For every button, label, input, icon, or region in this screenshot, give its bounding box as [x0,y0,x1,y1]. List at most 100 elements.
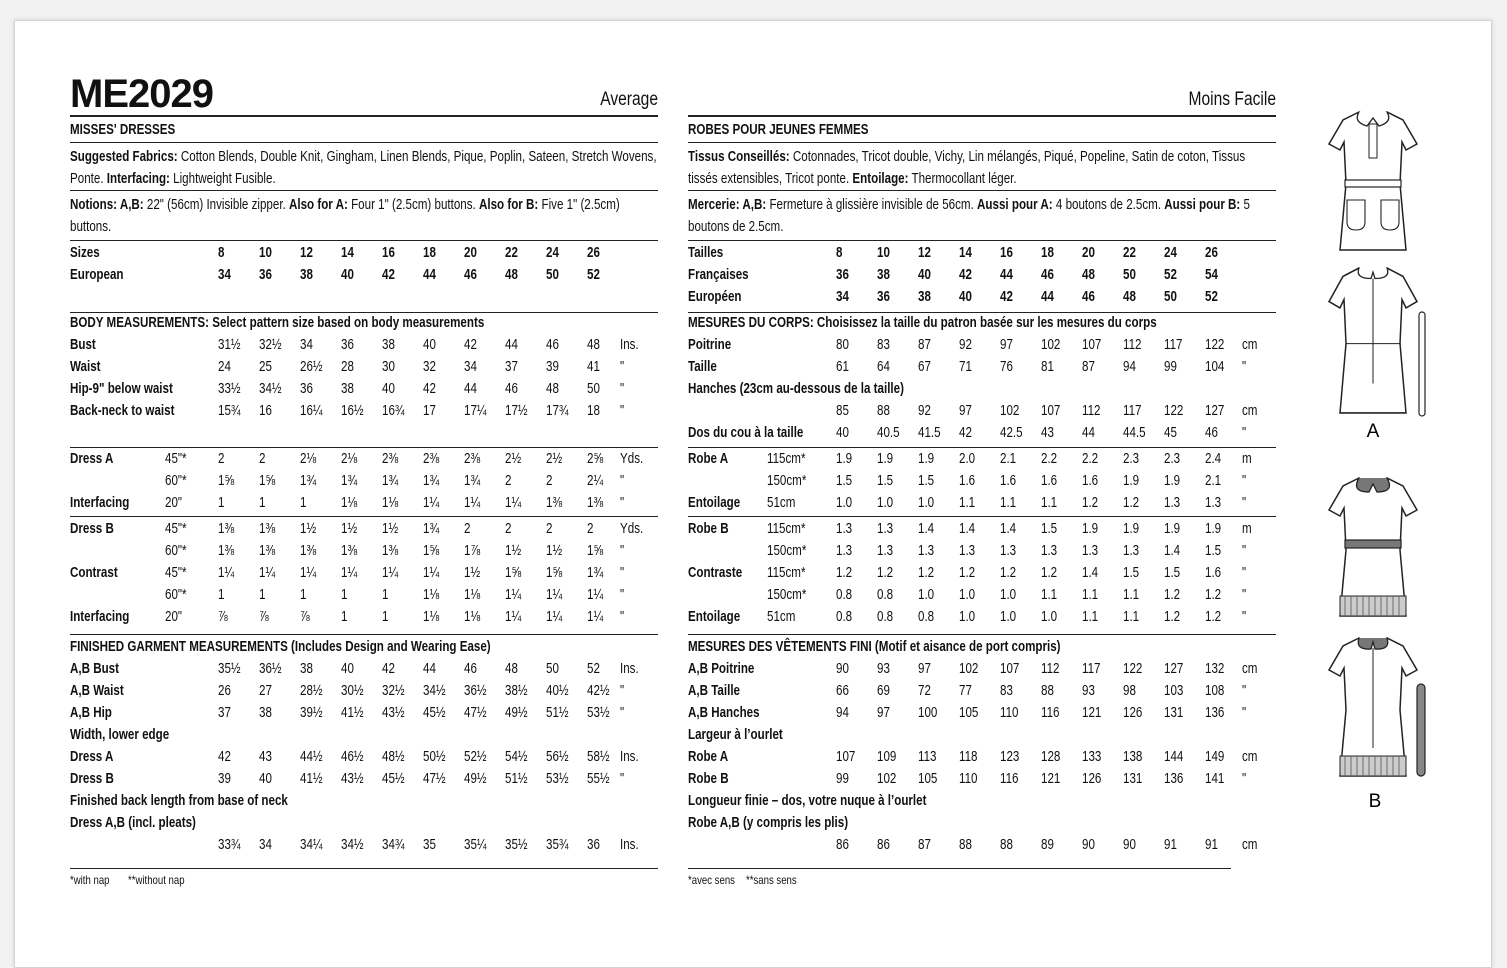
value: 44 [1082,425,1095,441]
value: 1.3 [918,543,935,559]
value: 40 [341,661,354,677]
value: 1⅛ [382,495,399,511]
value: 17½ [505,403,528,419]
value: 8 [836,245,843,261]
value: 17¼ [464,403,487,419]
value: 1.9 [877,451,894,467]
value: 1.3 [1000,543,1017,559]
row-label: Robe A [688,749,729,765]
value: 34¾ [382,837,405,853]
value: 2⅝ [587,451,604,467]
value: 34 [464,359,477,375]
unit: cm [1242,403,1258,419]
value: 1⅜ [218,521,235,537]
value: 1¼ [505,495,522,511]
value: 99 [836,771,849,787]
value: 46 [1041,267,1054,283]
value: 1.4 [918,521,935,537]
value: 1¼ [587,609,604,625]
dress-a-back [1328,267,1418,414]
value: 44½ [300,749,323,765]
value: 30½ [341,683,364,699]
value: 105 [918,771,938,787]
fabrics: Tissus Conseillés: Cotonnades, Tricot do… [688,146,1276,190]
row-width: 115cm* [767,451,806,467]
footnote: **sans sens [746,873,797,887]
value: 27 [259,683,272,699]
row-width: 150cm* [767,473,807,489]
value: 1.1 [1000,495,1017,511]
row-label: Interfacing [70,609,130,625]
value: 45 [1164,425,1177,441]
label: Aussi pour A: [977,197,1053,213]
value: 80 [836,337,849,353]
unit: " [620,565,625,581]
value: 48 [1123,289,1136,305]
value: 121 [1041,771,1061,787]
value: 46 [464,267,477,283]
value: 32½ [259,337,282,353]
value: 1¼ [218,565,235,581]
value: 1.0 [1000,609,1017,625]
value: 1.4 [959,521,976,537]
value: 1¼ [546,609,563,625]
value: 123 [1000,749,1020,765]
value: 12 [300,245,313,261]
value: 1¼ [587,587,604,603]
rule [70,190,658,191]
value: 144 [1164,749,1184,765]
unit: " [1242,771,1247,787]
value: 83 [877,337,890,353]
value: 39 [218,771,231,787]
row-label: Dress A [70,451,114,467]
value: 1 [341,587,348,603]
value: 2.1 [1000,451,1017,467]
row-width: 20" [165,609,183,625]
rule [70,447,658,448]
value: 1¼ [546,587,563,603]
value: 43½ [382,705,405,721]
value: 1 [300,587,307,603]
value: 64 [877,359,890,375]
row-label: Dress A,B (incl. pleats) [70,815,196,831]
section-heading: MESURES DES VÊTEMENTS FINI (Motif et ais… [688,639,1061,655]
value: 97 [959,403,972,419]
value: 1.2 [959,565,976,581]
value: 42 [959,425,972,441]
value: 1.2 [918,565,935,581]
unit: " [620,473,625,489]
value: 44 [1041,289,1054,305]
value: 1 [259,495,266,511]
value: 15¾ [218,403,241,419]
text: Cotton Blends, Double Knit, Gingham, Lin… [70,149,657,187]
row-label: Robe A [688,451,729,467]
value: 51½ [505,771,528,787]
row-width: 150cm* [767,543,807,559]
value: 89 [1041,837,1054,853]
value: 112 [1082,403,1101,419]
unit: " [620,381,625,397]
value: 141 [1205,771,1225,787]
row-label: A,B Hip [70,705,112,721]
value: 42½ [587,683,610,699]
value: 88 [1041,683,1054,699]
value: 2 [587,521,594,537]
rule [70,142,658,143]
value: 102 [1000,403,1020,419]
value: 107 [836,749,856,765]
value: 100 [918,705,938,721]
row-label: Sizes [70,245,100,261]
value: 132 [1205,661,1225,677]
value: 48 [505,661,518,677]
value: 1.2 [1164,587,1181,603]
value: 35¾ [546,837,569,853]
value: 40 [423,337,436,353]
row-label: Waist [70,359,101,375]
unit: " [1242,425,1247,441]
value: 18 [423,245,436,261]
value: 45½ [382,771,405,787]
value: 2⅜ [423,451,440,467]
unit: " [620,705,625,721]
value: 1.0 [959,587,976,603]
value: 1.1 [1123,587,1140,603]
